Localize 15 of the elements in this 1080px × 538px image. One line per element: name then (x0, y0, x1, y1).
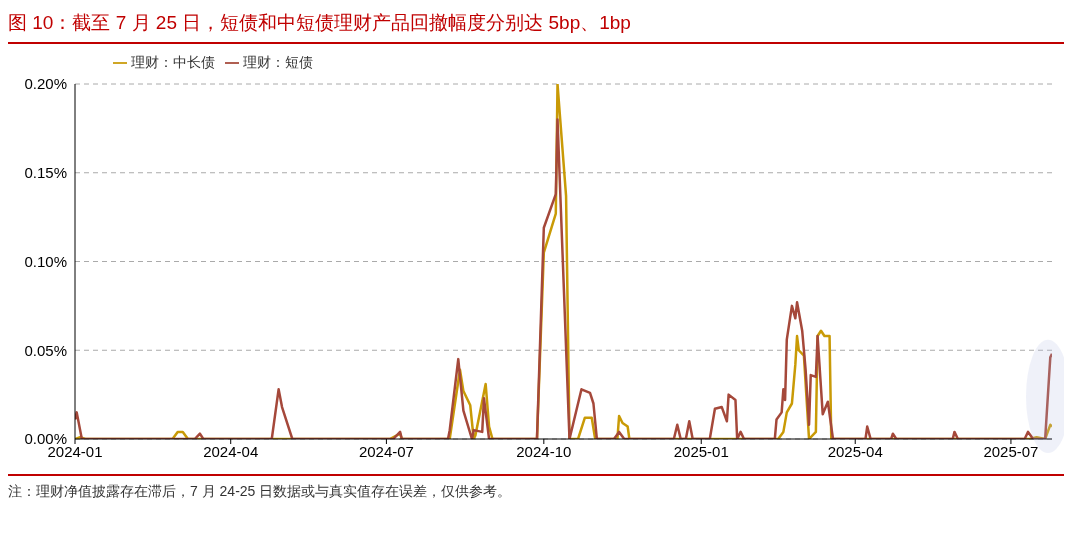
text: 注：理财净值披露存在滞后，7 月 24-25 日数据或与真实值存在误差，仅供参考。 (8, 482, 513, 501)
x-tick-label: 2024-07 (358, 442, 414, 460)
chart-title: 图 10：截至 7 月 25 日，短债和中短债理财产品回撤幅度分别达 5bp、1bp (8, 8, 1064, 44)
y-tick-label: 0.05% (24, 341, 67, 359)
x-tick-label: 2025-04 (827, 442, 883, 460)
y-tick-label: 0.00% (24, 430, 67, 448)
y-tick-label: 0.20% (24, 75, 67, 93)
x-tick-label: 2025-01 (673, 442, 729, 460)
x-tick-label: 2024-04 (203, 442, 259, 460)
y-tick-label: 0.10% (24, 252, 67, 270)
x-tick-label: 2025-07 (983, 442, 1039, 460)
x-tick-label: 2024-10 (516, 442, 572, 460)
legend-label: 理财：短债 (243, 54, 313, 70)
legend-label: 理财：中长债 (131, 54, 215, 70)
y-tick-label: 0.15% (24, 164, 67, 182)
